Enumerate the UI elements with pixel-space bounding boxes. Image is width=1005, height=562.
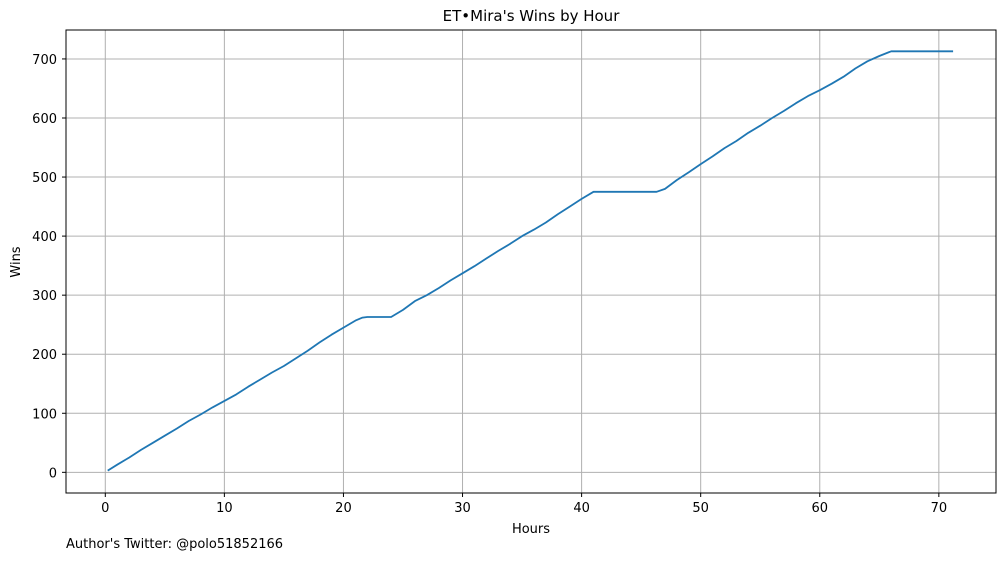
x-tick-label: 30 — [454, 501, 471, 516]
series-layer — [107, 50, 954, 472]
y-tick-label: 0 — [49, 466, 57, 481]
y-tick-label: 700 — [32, 53, 57, 68]
x-tick-label: 10 — [216, 501, 233, 516]
y-tick-label: 100 — [32, 407, 57, 422]
y-tick-label: 600 — [32, 112, 57, 127]
x-axis-label: Hours — [512, 522, 550, 537]
series-line — [107, 50, 954, 472]
x-tick-label: 40 — [573, 501, 590, 516]
x-tick-label: 70 — [931, 501, 948, 516]
author-caption: Author's Twitter: @polo51852166 — [66, 537, 284, 552]
y-axis-label: Wins — [9, 246, 24, 277]
x-tick-label: 0 — [101, 501, 109, 516]
x-tick-label: 60 — [811, 501, 828, 516]
y-tick-label: 500 — [32, 171, 57, 186]
y-tick-label: 200 — [32, 348, 57, 363]
y-tick-label: 400 — [32, 230, 57, 245]
x-tick-label: 20 — [335, 501, 352, 516]
y-tick-label: 300 — [32, 289, 57, 304]
plot-frame — [65, 29, 997, 494]
x-tick-label: 50 — [692, 501, 709, 516]
grid — [66, 30, 996, 493]
chart-title: ET•Mira's Wins by Hour — [443, 7, 621, 25]
